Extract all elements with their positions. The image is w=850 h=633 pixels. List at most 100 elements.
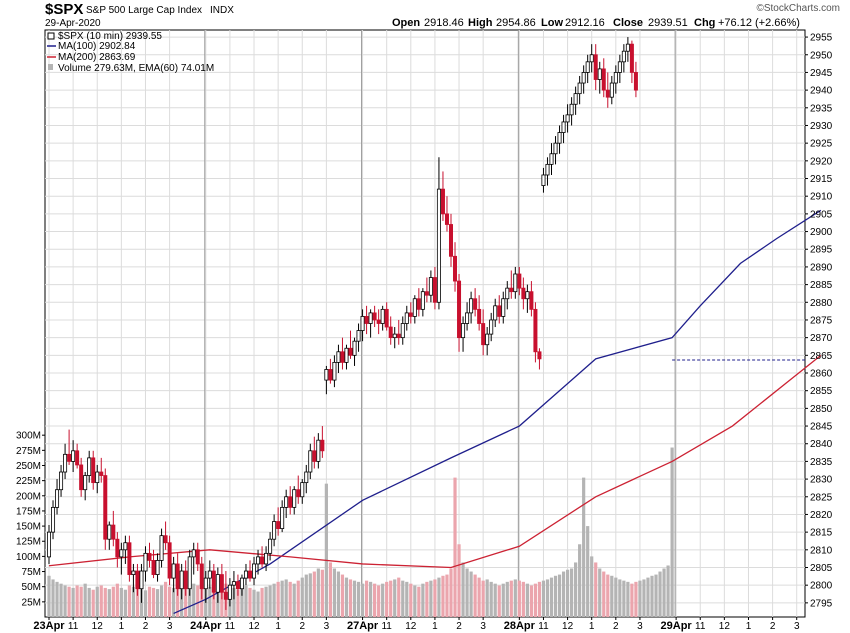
volume-bar <box>397 577 401 617</box>
candle-body <box>324 369 329 381</box>
candle-body <box>187 556 192 590</box>
volume-bar <box>618 579 622 617</box>
candle-body <box>465 312 470 324</box>
candle-body <box>380 308 385 324</box>
time-axis: 23Apr 11 12 1 2 3 24Apr 11 12 1 2 3 27Apr 11 12 1 2 3 28Ap… <box>33 617 800 632</box>
volume-tick-label: 250M <box>16 461 41 472</box>
price-tick-label: 2870 <box>810 333 833 344</box>
volume-bar <box>220 586 224 617</box>
price-tick-label: 2830 <box>810 475 833 486</box>
price-tick-label: 2930 <box>810 121 833 132</box>
volume-tick-label: 175M <box>16 506 41 517</box>
volume-tick-label: 100M <box>16 552 41 563</box>
volume-bar <box>304 574 308 617</box>
volume-bar <box>606 574 610 617</box>
time-tick-label: 1 <box>119 621 125 632</box>
volume-bar <box>646 577 650 617</box>
candle-body <box>300 482 305 498</box>
candle-body <box>268 538 273 554</box>
volume-bar <box>332 568 337 617</box>
candle-body <box>521 287 526 300</box>
volume-bar <box>147 586 152 617</box>
volume-bar <box>312 571 316 617</box>
volume-bar <box>143 590 148 617</box>
legend-ma100: MA(100) 2902.84 <box>58 41 136 52</box>
candle-body <box>320 439 325 452</box>
volume-bar <box>521 581 525 617</box>
volume-bar <box>501 583 505 617</box>
volume-bar <box>103 587 107 617</box>
volume-bar <box>288 581 292 617</box>
candle-body <box>384 308 389 328</box>
volume-bar <box>513 579 517 617</box>
volume-tick-label: 200M <box>16 491 41 502</box>
candle-body <box>119 549 124 558</box>
time-tick-label: 2 <box>770 621 776 632</box>
volume-bar <box>461 562 465 617</box>
volume-bar <box>437 577 441 617</box>
candle-body <box>171 563 176 579</box>
candle-body <box>404 312 409 324</box>
volume-bar <box>340 574 345 617</box>
volume-bar <box>409 583 413 617</box>
grid <box>45 30 805 617</box>
volume-bar <box>445 574 449 617</box>
time-tick-label: 2 <box>613 621 619 632</box>
candle-body <box>473 298 478 310</box>
volume-bar <box>135 587 140 617</box>
candle-body <box>565 114 570 123</box>
volume-bar <box>155 589 160 617</box>
volume-bar <box>139 589 144 617</box>
candle-body <box>408 312 413 317</box>
volume-bar <box>83 583 87 617</box>
volume-bar <box>477 577 481 617</box>
time-tick-label: 11 <box>68 621 79 632</box>
candle-body <box>183 570 188 590</box>
volume-bar <box>465 568 469 617</box>
time-tick-label: 12 <box>405 621 417 632</box>
volume-bar <box>373 583 377 617</box>
candle-body <box>107 524 112 540</box>
candle-body <box>457 280 462 339</box>
candle-body <box>344 347 349 363</box>
volume-bar <box>292 583 296 617</box>
candle-body <box>388 326 393 339</box>
price-tick-label: 2920 <box>810 156 833 167</box>
candle-body <box>529 291 534 310</box>
candle-body <box>420 291 425 310</box>
candlesticks <box>47 37 638 610</box>
chart-date: 29-Apr-2020 <box>45 18 101 29</box>
volume-bar <box>533 583 538 617</box>
candle-body <box>569 103 574 116</box>
volume-tick-label: 275M <box>16 446 41 457</box>
price-tick-label: 2805 <box>810 563 833 574</box>
price-tick-label: 2890 <box>810 262 833 273</box>
time-tick-label: 12 <box>248 621 260 632</box>
candle-body <box>260 556 265 565</box>
volume-bar <box>324 483 328 617</box>
volume-bar <box>662 568 666 617</box>
candle-body <box>340 351 345 363</box>
volume-bar <box>240 586 244 617</box>
price-tick-label: 2875 <box>810 315 833 326</box>
candle-body <box>461 323 466 339</box>
volume-bar <box>208 586 212 617</box>
volume-bar <box>172 587 176 617</box>
volume-bar <box>260 587 264 617</box>
volume-bar <box>67 586 71 617</box>
volume-bar <box>360 583 365 617</box>
candle-body <box>103 475 108 540</box>
candle-body <box>179 570 184 590</box>
volume-bar <box>541 580 546 617</box>
time-tick-label: 24Apr <box>190 620 222 632</box>
candle-body <box>288 496 293 508</box>
volume-bar <box>654 574 658 617</box>
candle-body <box>629 43 634 73</box>
candle-body <box>47 531 52 558</box>
quote-low-label: Low <box>541 17 563 29</box>
candle-body <box>123 542 128 551</box>
volume-bar <box>393 579 397 617</box>
candle-body <box>147 552 152 561</box>
candle-body <box>485 333 490 346</box>
volume-bar <box>71 587 75 617</box>
